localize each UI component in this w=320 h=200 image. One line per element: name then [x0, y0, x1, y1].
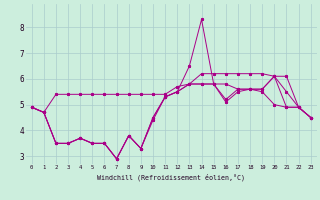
- X-axis label: Windchill (Refroidissement éolien,°C): Windchill (Refroidissement éolien,°C): [97, 173, 245, 181]
